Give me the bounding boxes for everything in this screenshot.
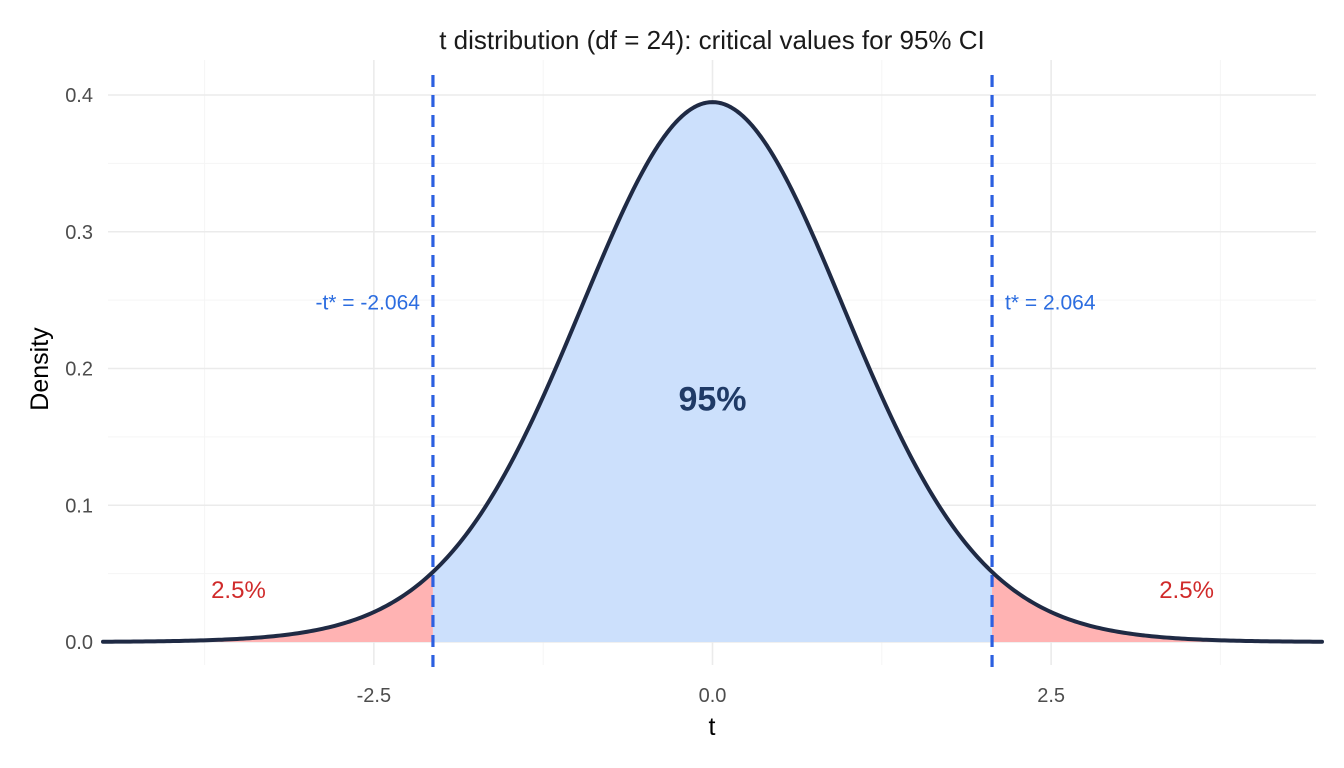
x-axis-label: t (709, 713, 716, 741)
shaded-regions (103, 102, 1322, 643)
left-tail-region (103, 571, 433, 642)
y-tick-label: 0.3 (65, 222, 93, 244)
x-tick-label: -2.5 (357, 685, 391, 707)
x-tick-label: 0.0 (699, 685, 727, 707)
x-tick-label: 2.5 (1037, 685, 1065, 707)
y-axis-label: Density (26, 327, 54, 411)
central-region (432, 102, 993, 643)
y-tick-label: 0.1 (65, 495, 93, 517)
right-tail-percent-label: 2.5% (1159, 577, 1214, 604)
y-tick-label: 0.4 (65, 85, 93, 107)
right-tail-region (992, 571, 1322, 642)
tick-labels: -2.5 0.0 2.5 0.0 0.1 0.2 0.3 0.4 (65, 85, 1065, 707)
left-tail-percent-label: 2.5% (211, 577, 266, 604)
upper-critical-label: t* = 2.064 (1005, 291, 1096, 314)
y-tick-label: 0.0 (65, 632, 93, 654)
density-curve-group (101, 100, 1324, 644)
lower-critical-label: -t* = -2.064 (315, 291, 420, 314)
annotation-labels: -t* = -2.064 t* = 2.064 2.5% 95% 2.5% (211, 291, 1214, 604)
y-tick-label: 0.2 (65, 359, 93, 381)
density-curve (101, 100, 1324, 644)
central-percent-label: 95% (678, 381, 746, 419)
chart-title: t distribution (df = 24): critical value… (439, 25, 985, 55)
